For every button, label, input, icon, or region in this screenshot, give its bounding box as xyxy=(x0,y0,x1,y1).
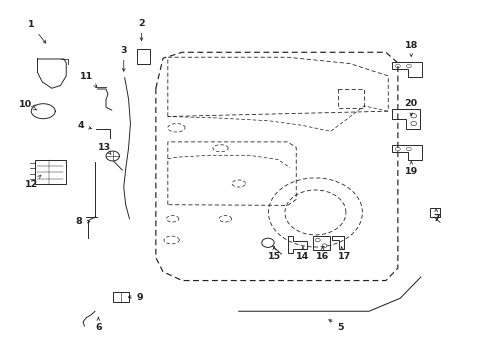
Text: 15: 15 xyxy=(267,247,280,261)
Text: 12: 12 xyxy=(24,175,41,189)
Text: 2: 2 xyxy=(138,18,144,41)
Text: 11: 11 xyxy=(80,72,97,87)
Text: 14: 14 xyxy=(296,247,309,261)
Text: 19: 19 xyxy=(404,161,417,176)
Text: 9: 9 xyxy=(128,293,143,302)
Text: 18: 18 xyxy=(404,41,417,57)
Text: 10: 10 xyxy=(19,100,37,110)
Text: 5: 5 xyxy=(328,320,343,332)
Text: 7: 7 xyxy=(432,209,439,223)
Text: 6: 6 xyxy=(95,317,102,332)
Text: 17: 17 xyxy=(337,247,350,261)
Text: 13: 13 xyxy=(98,143,111,154)
Text: 20: 20 xyxy=(404,99,417,116)
Text: 8: 8 xyxy=(76,217,90,226)
Text: 1: 1 xyxy=(28,20,46,43)
Text: 16: 16 xyxy=(315,247,328,261)
Text: 3: 3 xyxy=(120,46,127,71)
Text: 4: 4 xyxy=(77,121,91,130)
